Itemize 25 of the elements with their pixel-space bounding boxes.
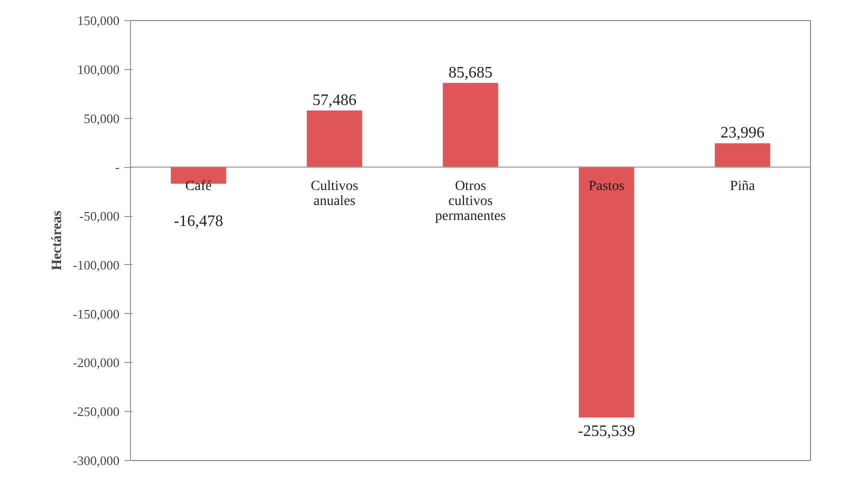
x-tick-label: Café — [185, 179, 212, 194]
x-tick-label: Cultivos anuales — [310, 179, 358, 210]
y-tick-label: -100,000 — [72, 257, 120, 272]
bar — [306, 110, 362, 168]
y-tick-label: -300,000 — [72, 453, 120, 468]
data-label: 57,486 — [312, 92, 356, 109]
x-tick-label: Otros cultivos permanentes — [435, 179, 506, 224]
y-tick-label: -250,000 — [72, 404, 120, 420]
bar — [714, 143, 770, 168]
y-tick-label: -150,000 — [72, 306, 120, 322]
y-tick-label: - — [115, 160, 120, 175]
y-tick-label: 150,000 — [77, 13, 120, 28]
x-tick-label: Piña — [730, 179, 756, 194]
y-tick-label: -50,000 — [79, 208, 120, 224]
y-axis-title: Hectáreas — [50, 210, 65, 270]
data-label: -255,539 — [578, 423, 636, 440]
y-tick-label: -200,000 — [72, 355, 120, 370]
y-tick-label: 50,000 — [84, 110, 120, 126]
x-tick-label: Pastos — [588, 179, 624, 194]
bar — [442, 82, 498, 168]
y-tick-label: 100,000 — [77, 62, 120, 77]
bar — [578, 166, 634, 418]
data-label: 85,685 — [448, 64, 492, 82]
data-label: 23,996 — [720, 124, 764, 142]
data-label: -16,478 — [174, 213, 224, 230]
